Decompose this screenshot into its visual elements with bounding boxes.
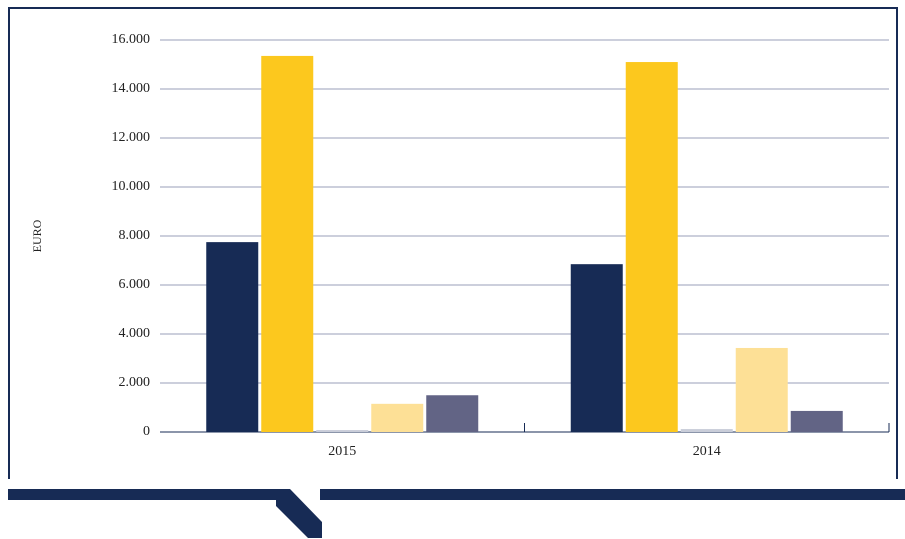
y-tick-label: 8.000 <box>119 228 151 243</box>
y-tick-label: 4.000 <box>119 326 151 341</box>
bar <box>426 395 479 432</box>
frame-left <box>8 7 10 479</box>
bar <box>625 62 678 433</box>
x-tick-label: 2014 <box>693 444 721 459</box>
bar <box>316 430 369 432</box>
y-tick-label: 12.000 <box>112 130 151 145</box>
bar <box>680 429 733 432</box>
bar <box>261 55 314 433</box>
bar <box>570 264 623 432</box>
bar <box>371 403 424 432</box>
y-tick-label: 2.000 <box>119 375 151 390</box>
y-axis-label: EURO <box>30 219 44 252</box>
frame <box>8 7 905 538</box>
y-tick-label: 6.000 <box>119 277 151 292</box>
frame-bottom-left <box>8 489 284 500</box>
y-tick-label: 10.000 <box>112 179 151 194</box>
bar <box>790 410 843 432</box>
y-tick-label: 14.000 <box>112 81 151 96</box>
bar <box>735 347 788 432</box>
x-tick-label: 2015 <box>328 444 356 459</box>
y-tick-label: 0 <box>143 424 150 439</box>
y-tick-label: 16.000 <box>112 32 151 47</box>
frame-bottom-right <box>320 489 905 500</box>
frame-right <box>896 7 898 479</box>
frame-pointer <box>276 489 322 538</box>
frame-top <box>8 7 898 9</box>
bar <box>206 242 259 432</box>
